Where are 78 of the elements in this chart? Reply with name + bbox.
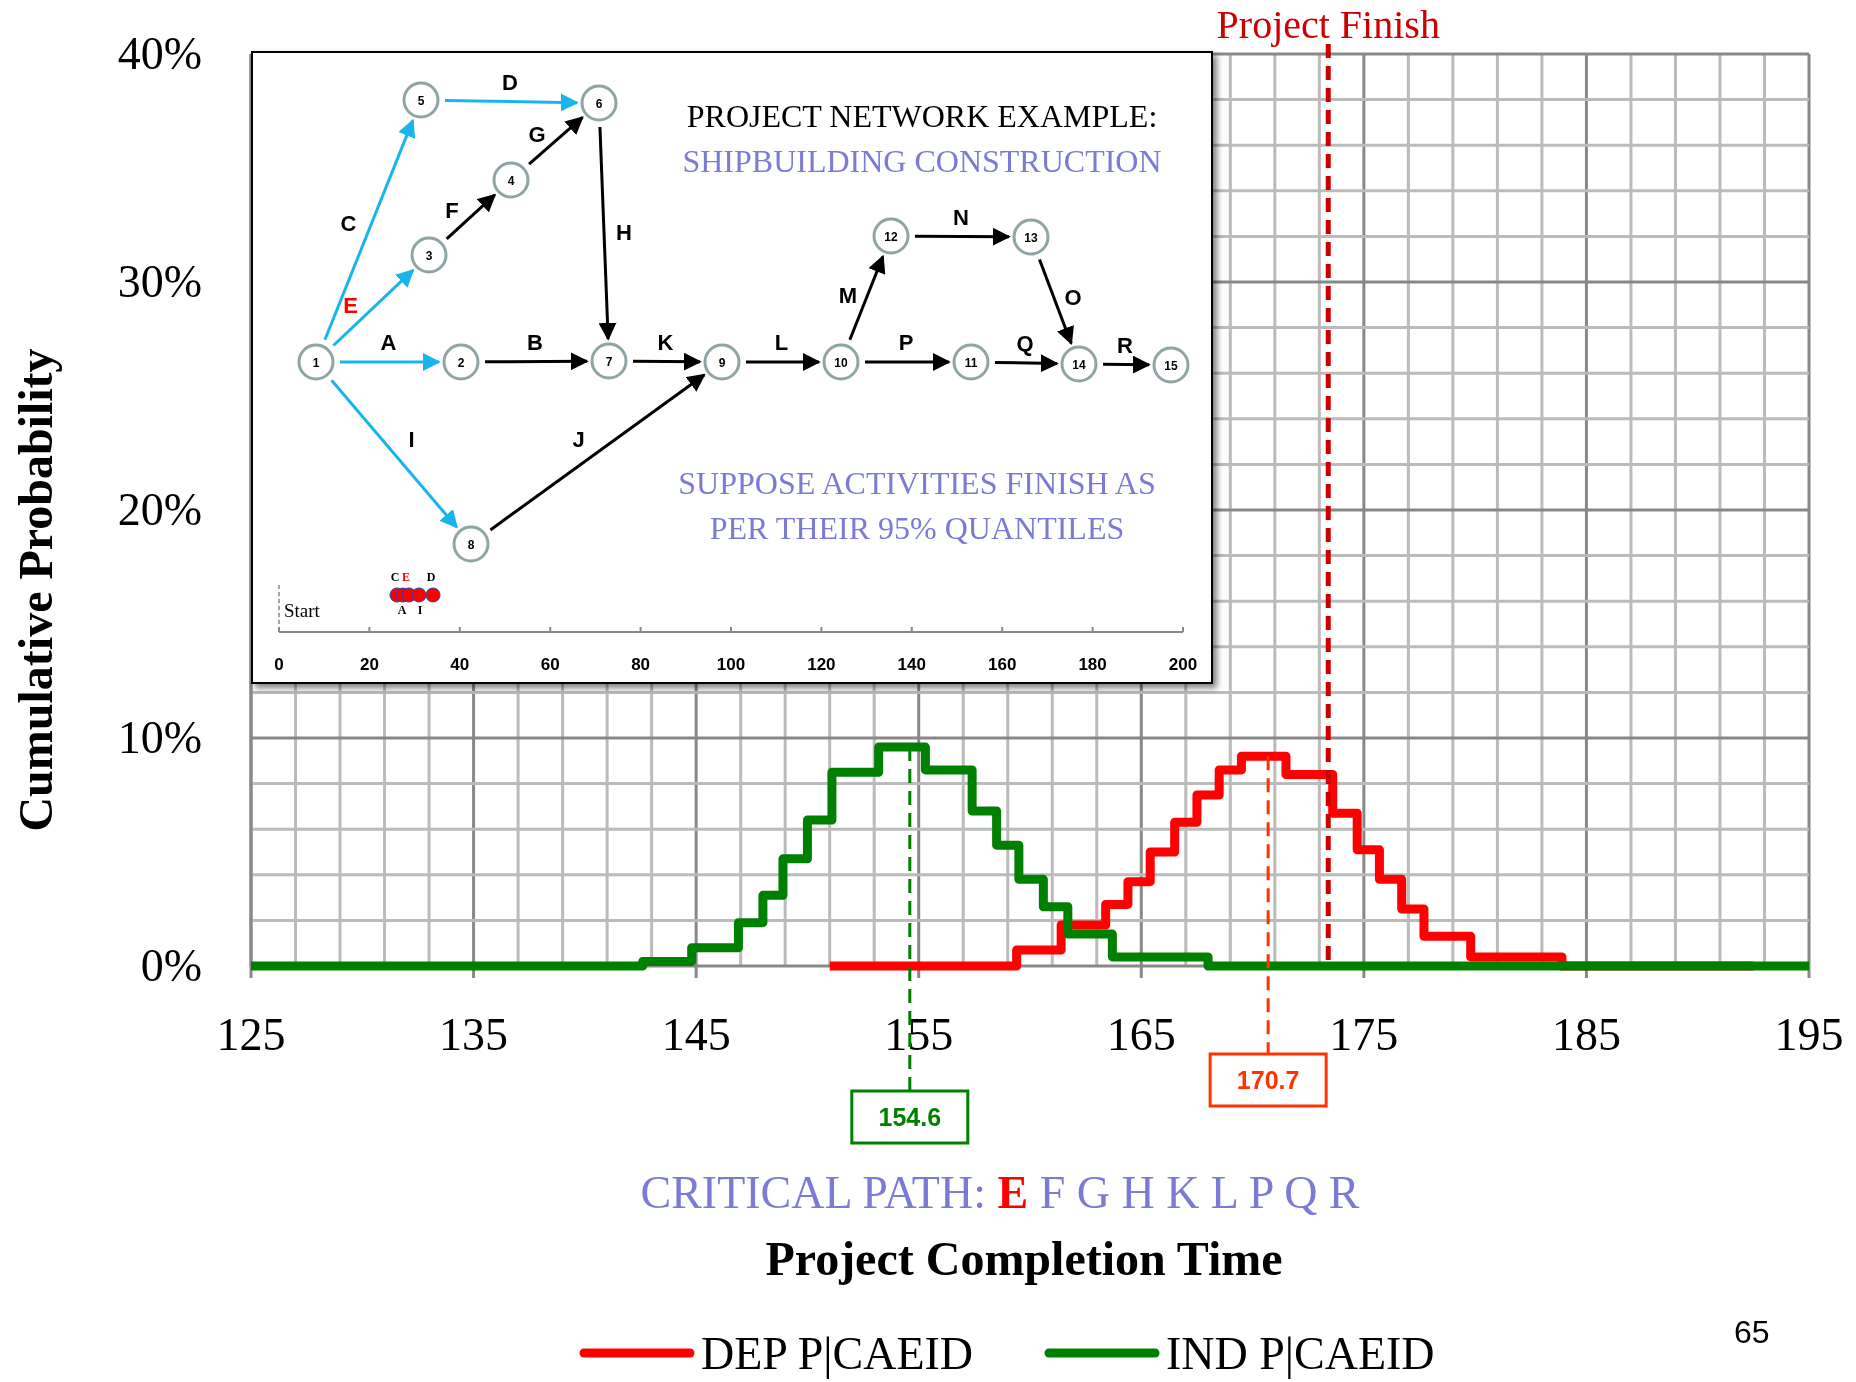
- annotation: E: [401, 570, 411, 584]
- annotation: 9: [718, 356, 726, 370]
- ref-line-label: 154.6: [878, 1103, 942, 1131]
- annotation: K: [657, 329, 674, 355]
- annotation: 11: [964, 356, 978, 370]
- annotation: 0: [274, 655, 284, 674]
- annotation: O: [1064, 284, 1082, 310]
- annotation: E: [343, 292, 358, 318]
- annotation: 100: [716, 655, 746, 674]
- annotation: 7: [605, 355, 613, 369]
- x-tick-label: 135: [439, 1009, 509, 1060]
- x-tick-label: 145: [661, 1009, 731, 1060]
- ref-line-label: 170.7: [1236, 1066, 1300, 1094]
- annotation: 20: [359, 655, 379, 674]
- x-tick-label: 125: [216, 1009, 286, 1060]
- annotation: D: [426, 570, 436, 584]
- y-tick-label: 10%: [117, 712, 202, 763]
- legend-label: DEP P|CAEID: [701, 1328, 974, 1379]
- annotation: SUPPOSE ACTIVITIES FINISH AS: [678, 465, 1156, 501]
- annotation: 4: [507, 174, 515, 188]
- annotation: G: [528, 121, 546, 147]
- annotation: 160: [988, 655, 1017, 674]
- annotation: Start: [284, 600, 321, 621]
- annotation: 180: [1078, 655, 1107, 674]
- annotation: 120: [807, 655, 836, 674]
- y-tick-label: 40%: [117, 28, 202, 79]
- x-tick-label: 175: [1329, 1009, 1399, 1060]
- annotation: R: [1117, 332, 1134, 358]
- annotation: 12: [884, 230, 898, 244]
- y-tick-label: 0%: [140, 940, 202, 991]
- annotation: PROJECT NETWORK EXAMPLE:: [686, 98, 1158, 134]
- text: 65: [1734, 1314, 1770, 1350]
- annotation: F: [445, 197, 459, 223]
- annotation: 5: [417, 94, 425, 108]
- annotation: 8: [467, 538, 475, 552]
- text: CRITICAL PATH:: [640, 1167, 998, 1218]
- annotation: PER THEIR 95% QUANTILES: [709, 510, 1125, 546]
- annotation: 1: [312, 356, 320, 370]
- annotation: Q: [1016, 331, 1034, 356]
- annotation: 80: [631, 655, 651, 674]
- annotation: 15: [1164, 359, 1178, 373]
- annotation: M: [838, 283, 858, 308]
- y-tick-label: 30%: [117, 256, 202, 307]
- annotation: N: [953, 204, 969, 230]
- annotation: 6: [595, 97, 603, 111]
- annotation: L: [774, 330, 789, 355]
- annotation: 60: [540, 655, 560, 674]
- annotation: 13: [1024, 231, 1038, 245]
- x-tick-label: 165: [1106, 1009, 1176, 1060]
- x-tick-label: 195: [1774, 1009, 1844, 1060]
- annotation: 14: [1072, 358, 1086, 372]
- annotation: C: [390, 570, 400, 584]
- annotation: C: [340, 211, 357, 236]
- annotation: SHIPBUILDING CONSTRUCTION: [682, 143, 1162, 179]
- text: F G H K L P Q R: [1028, 1167, 1360, 1218]
- annotation: D: [502, 69, 518, 95]
- annotation: 10: [834, 356, 848, 370]
- y-axis-title: Cumulative Probability: [9, 348, 62, 832]
- annotation: H: [616, 220, 632, 245]
- text: E: [997, 1167, 1029, 1218]
- x-axis-title: Project Completion Time: [765, 1232, 1283, 1285]
- annotation: I: [417, 603, 423, 617]
- annotation: P: [898, 330, 914, 355]
- legend-label: IND P|CAEID: [1166, 1328, 1435, 1379]
- y-tick-label: 20%: [117, 484, 202, 535]
- annotation: I: [408, 427, 415, 452]
- annotation: A: [397, 603, 407, 617]
- annotation: 40: [450, 655, 470, 674]
- annotation: 140: [897, 655, 926, 674]
- annotation: J: [572, 427, 585, 452]
- annotation: 200: [1168, 655, 1198, 674]
- annotation: B: [527, 329, 543, 355]
- x-tick-label: 185: [1551, 1009, 1621, 1060]
- x-tick-label: 155: [884, 1009, 954, 1060]
- annotation: A: [380, 330, 397, 355]
- ref-line-label: Project Finish: [1216, 2, 1440, 47]
- annotation: 2: [457, 356, 465, 370]
- annotation: 3: [425, 249, 433, 263]
